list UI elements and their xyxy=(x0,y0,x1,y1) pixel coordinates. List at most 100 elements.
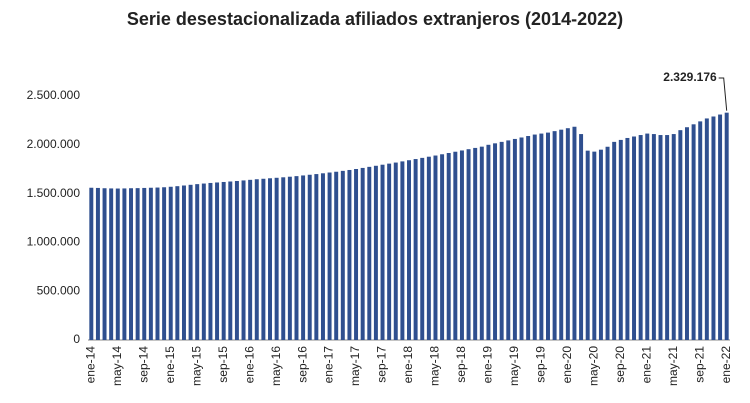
bar xyxy=(301,175,306,340)
bar xyxy=(347,169,352,340)
bar xyxy=(592,151,597,340)
y-tick-label: 0 xyxy=(73,332,80,346)
bar xyxy=(459,150,464,340)
bar xyxy=(605,146,610,340)
y-tick-label: 500.000 xyxy=(37,283,81,297)
bar xyxy=(519,137,524,340)
x-tick-label: ene-18 xyxy=(401,346,415,384)
bar xyxy=(618,139,623,340)
bar xyxy=(387,163,392,340)
bar xyxy=(572,126,577,340)
bar xyxy=(340,170,345,340)
bar xyxy=(565,128,570,340)
x-tick-label: sep-15 xyxy=(216,346,230,383)
bar xyxy=(122,188,127,340)
bar xyxy=(473,147,478,340)
y-tick-label: 2.500.000 xyxy=(27,88,81,102)
x-tick-label: ene-22 xyxy=(719,346,733,384)
bar xyxy=(559,129,564,340)
bar xyxy=(552,131,557,340)
bar xyxy=(367,166,372,340)
bar xyxy=(241,180,246,340)
bar xyxy=(215,182,220,340)
x-tick-label: ene-20 xyxy=(560,346,574,384)
bar xyxy=(89,187,94,340)
x-tick-label: may-15 xyxy=(189,346,203,386)
bar xyxy=(499,141,504,340)
bar xyxy=(320,173,325,340)
bar xyxy=(466,149,471,340)
x-tick-label: may-19 xyxy=(507,346,521,386)
bar xyxy=(373,165,378,340)
x-tick-label: ene-14 xyxy=(83,346,97,384)
bar xyxy=(228,181,233,340)
x-tick-label: ene-19 xyxy=(481,346,495,384)
bar xyxy=(360,167,365,340)
x-tick-label: may-17 xyxy=(348,346,362,386)
bar xyxy=(109,188,114,340)
bar xyxy=(526,136,531,340)
data-label: 2.329.176 xyxy=(663,70,717,84)
bar xyxy=(579,134,584,340)
bar xyxy=(314,174,319,340)
bar xyxy=(393,162,398,340)
bar xyxy=(195,184,200,340)
bar xyxy=(658,135,663,340)
bar xyxy=(486,144,491,340)
bar xyxy=(155,187,160,340)
x-tick-label: sep-17 xyxy=(375,346,389,383)
bar xyxy=(175,186,180,340)
bar xyxy=(632,136,637,340)
bar xyxy=(532,134,537,340)
x-tick-label: may-14 xyxy=(110,346,124,386)
bar xyxy=(506,140,511,340)
bar xyxy=(678,130,683,340)
x-tick-label: may-18 xyxy=(428,346,442,386)
bar xyxy=(493,143,498,340)
bar xyxy=(234,181,239,340)
bar xyxy=(585,150,590,340)
y-tick-label: 2.000.000 xyxy=(27,137,81,151)
bar xyxy=(261,178,266,340)
bar xyxy=(294,176,299,340)
x-tick-label: sep-18 xyxy=(454,346,468,383)
x-tick-label: sep-21 xyxy=(692,346,706,383)
bar xyxy=(698,121,703,340)
x-tick-label: ene-16 xyxy=(242,346,256,384)
bar xyxy=(598,149,603,340)
x-tick-label: sep-14 xyxy=(136,346,150,383)
bar xyxy=(724,112,729,340)
bar xyxy=(129,188,134,340)
bar xyxy=(162,187,167,340)
bar xyxy=(208,182,213,340)
bar xyxy=(413,159,418,340)
bar xyxy=(135,188,140,340)
bar xyxy=(711,116,716,340)
y-tick-label: 1.500.000 xyxy=(27,186,81,200)
bar xyxy=(380,164,385,340)
bar xyxy=(287,176,292,340)
bar xyxy=(691,124,696,340)
bar xyxy=(168,186,173,340)
bar xyxy=(645,133,650,340)
bar xyxy=(651,134,656,340)
bar xyxy=(307,174,312,340)
bar xyxy=(268,178,272,340)
bar xyxy=(453,151,458,340)
x-tick-label: sep-20 xyxy=(613,346,627,383)
bar xyxy=(181,185,186,340)
bar xyxy=(188,184,193,340)
chart-title: Serie desestacionalizada afiliados extra… xyxy=(127,9,623,29)
x-tick-label: may-21 xyxy=(666,346,680,386)
label-leader xyxy=(718,77,728,111)
bar xyxy=(354,169,359,340)
bar xyxy=(95,187,100,340)
bar xyxy=(420,157,425,340)
bar xyxy=(327,172,332,340)
bar xyxy=(671,134,676,340)
x-tick-label: ene-17 xyxy=(322,346,336,384)
bar xyxy=(281,177,286,340)
bar xyxy=(718,114,723,340)
bar xyxy=(612,141,617,340)
